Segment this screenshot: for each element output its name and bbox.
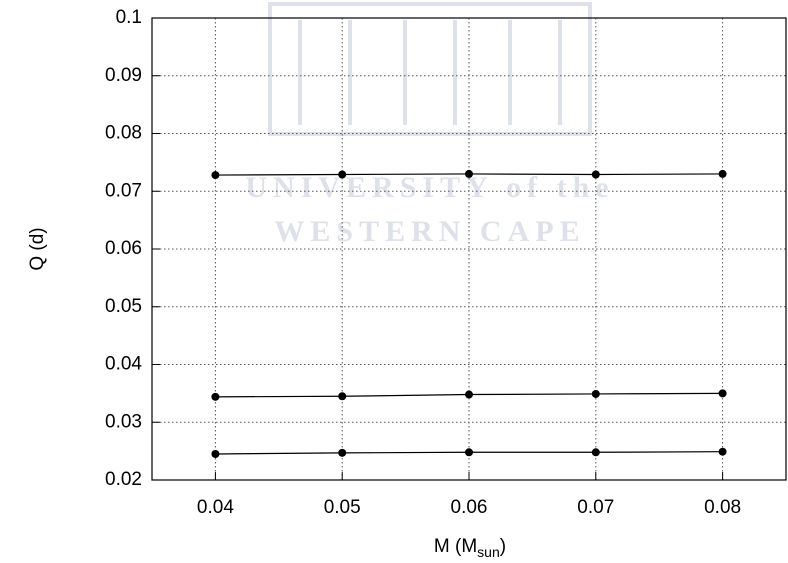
x-tick-label: 0.08	[704, 497, 741, 518]
data-point	[338, 392, 347, 401]
data-point	[718, 389, 727, 398]
y-tick-label: 0.08	[105, 123, 142, 144]
y-tick-label: 0.02	[105, 469, 142, 490]
x-tick-label: 0.07	[577, 497, 614, 518]
x-tick-label: 0.04	[197, 497, 234, 518]
y-axis-label: Q (d)	[27, 227, 48, 270]
data-point	[211, 450, 220, 459]
y-tick-label: 0.05	[105, 296, 142, 317]
data-point	[211, 392, 220, 401]
watermark-text: WESTERN CAPE	[274, 215, 585, 248]
plot-frame	[151, 17, 787, 481]
x-axis-label-text: M (M	[434, 536, 477, 557]
x-axis-label: M (Msun)	[434, 536, 506, 560]
data-point	[338, 170, 347, 179]
y-tick-label: 0.1	[116, 7, 142, 28]
data-point	[211, 171, 220, 180]
y-tick-label: 0.09	[105, 65, 142, 86]
data-point	[718, 447, 727, 456]
watermark-building	[268, 2, 592, 136]
y-tick-label: 0.07	[105, 180, 142, 201]
x-tick-label: 0.06	[451, 497, 488, 518]
data-point	[465, 169, 473, 178]
data-point	[718, 169, 727, 178]
watermark-text: UNIVERSITY of the	[245, 171, 614, 204]
data-point	[338, 448, 347, 457]
data-point	[465, 448, 473, 457]
x-axis-label-suffix: )	[500, 536, 506, 557]
y-tick-label: 0.03	[105, 411, 142, 432]
y-tick-label: 0.04	[105, 354, 142, 375]
data-point	[465, 390, 473, 399]
data-point	[591, 448, 600, 457]
data-point	[591, 170, 600, 179]
x-axis-label-subscript: sun	[477, 544, 500, 560]
y-tick-label: 0.06	[105, 238, 142, 259]
x-tick-label: 0.05	[324, 497, 361, 518]
data-point	[591, 389, 600, 398]
